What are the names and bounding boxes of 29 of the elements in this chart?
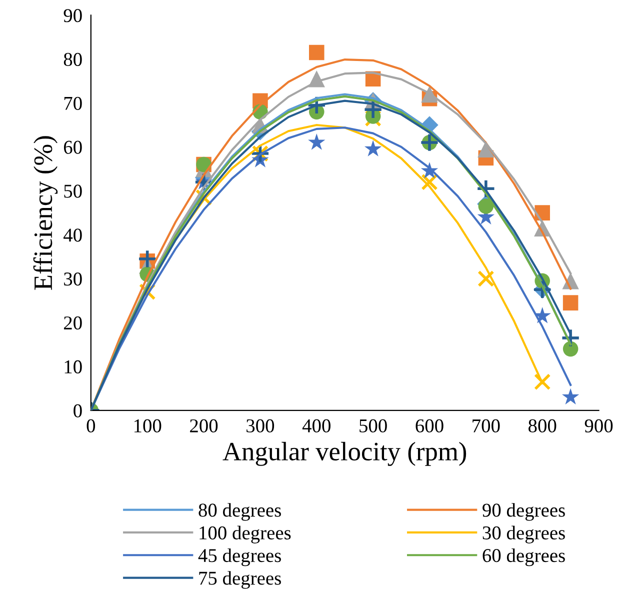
y-tick-label: 0 <box>74 404 82 418</box>
x-tick-label: 0 <box>86 419 96 432</box>
x-tick-label: 100 <box>134 419 162 432</box>
legend-label: 75 degrees <box>199 571 281 589</box>
x-tick-label: 200 <box>190 419 218 432</box>
y-tick-label: 20 <box>64 316 82 330</box>
x-tick-label: 800 <box>528 419 556 432</box>
y-tick-label: 10 <box>64 360 82 374</box>
y-tick-label: 70 <box>64 96 82 110</box>
y-tick-label: 50 <box>64 184 82 198</box>
y-axis-title: Efficiency (%) <box>33 136 58 290</box>
y-tick-label: 30 <box>64 272 82 286</box>
x-tick-label: 500 <box>360 419 387 432</box>
legend-label: 45 degrees <box>198 548 281 566</box>
x-tick-label: 400 <box>302 419 330 432</box>
x-tick-label: 300 <box>246 419 274 432</box>
legend-label: 100 degrees <box>200 526 291 544</box>
legend-label: 90 degrees <box>482 503 565 521</box>
y-tick-label: 80 <box>64 52 82 66</box>
y-tick-label: 90 <box>64 9 82 22</box>
x-axis-title: Angular velocity (rpm) <box>222 442 466 466</box>
y-tick-label: 40 <box>64 228 82 242</box>
x-tick-label: 700 <box>472 419 500 432</box>
y-tick-label: 60 <box>64 140 82 154</box>
x-tick-label: 600 <box>416 419 444 432</box>
legend-label: 60 degrees <box>482 548 565 566</box>
x-tick-label: 900 <box>584 419 613 432</box>
legend-label: 80 degrees <box>198 503 281 521</box>
legend-label: 30 degrees <box>482 526 565 544</box>
